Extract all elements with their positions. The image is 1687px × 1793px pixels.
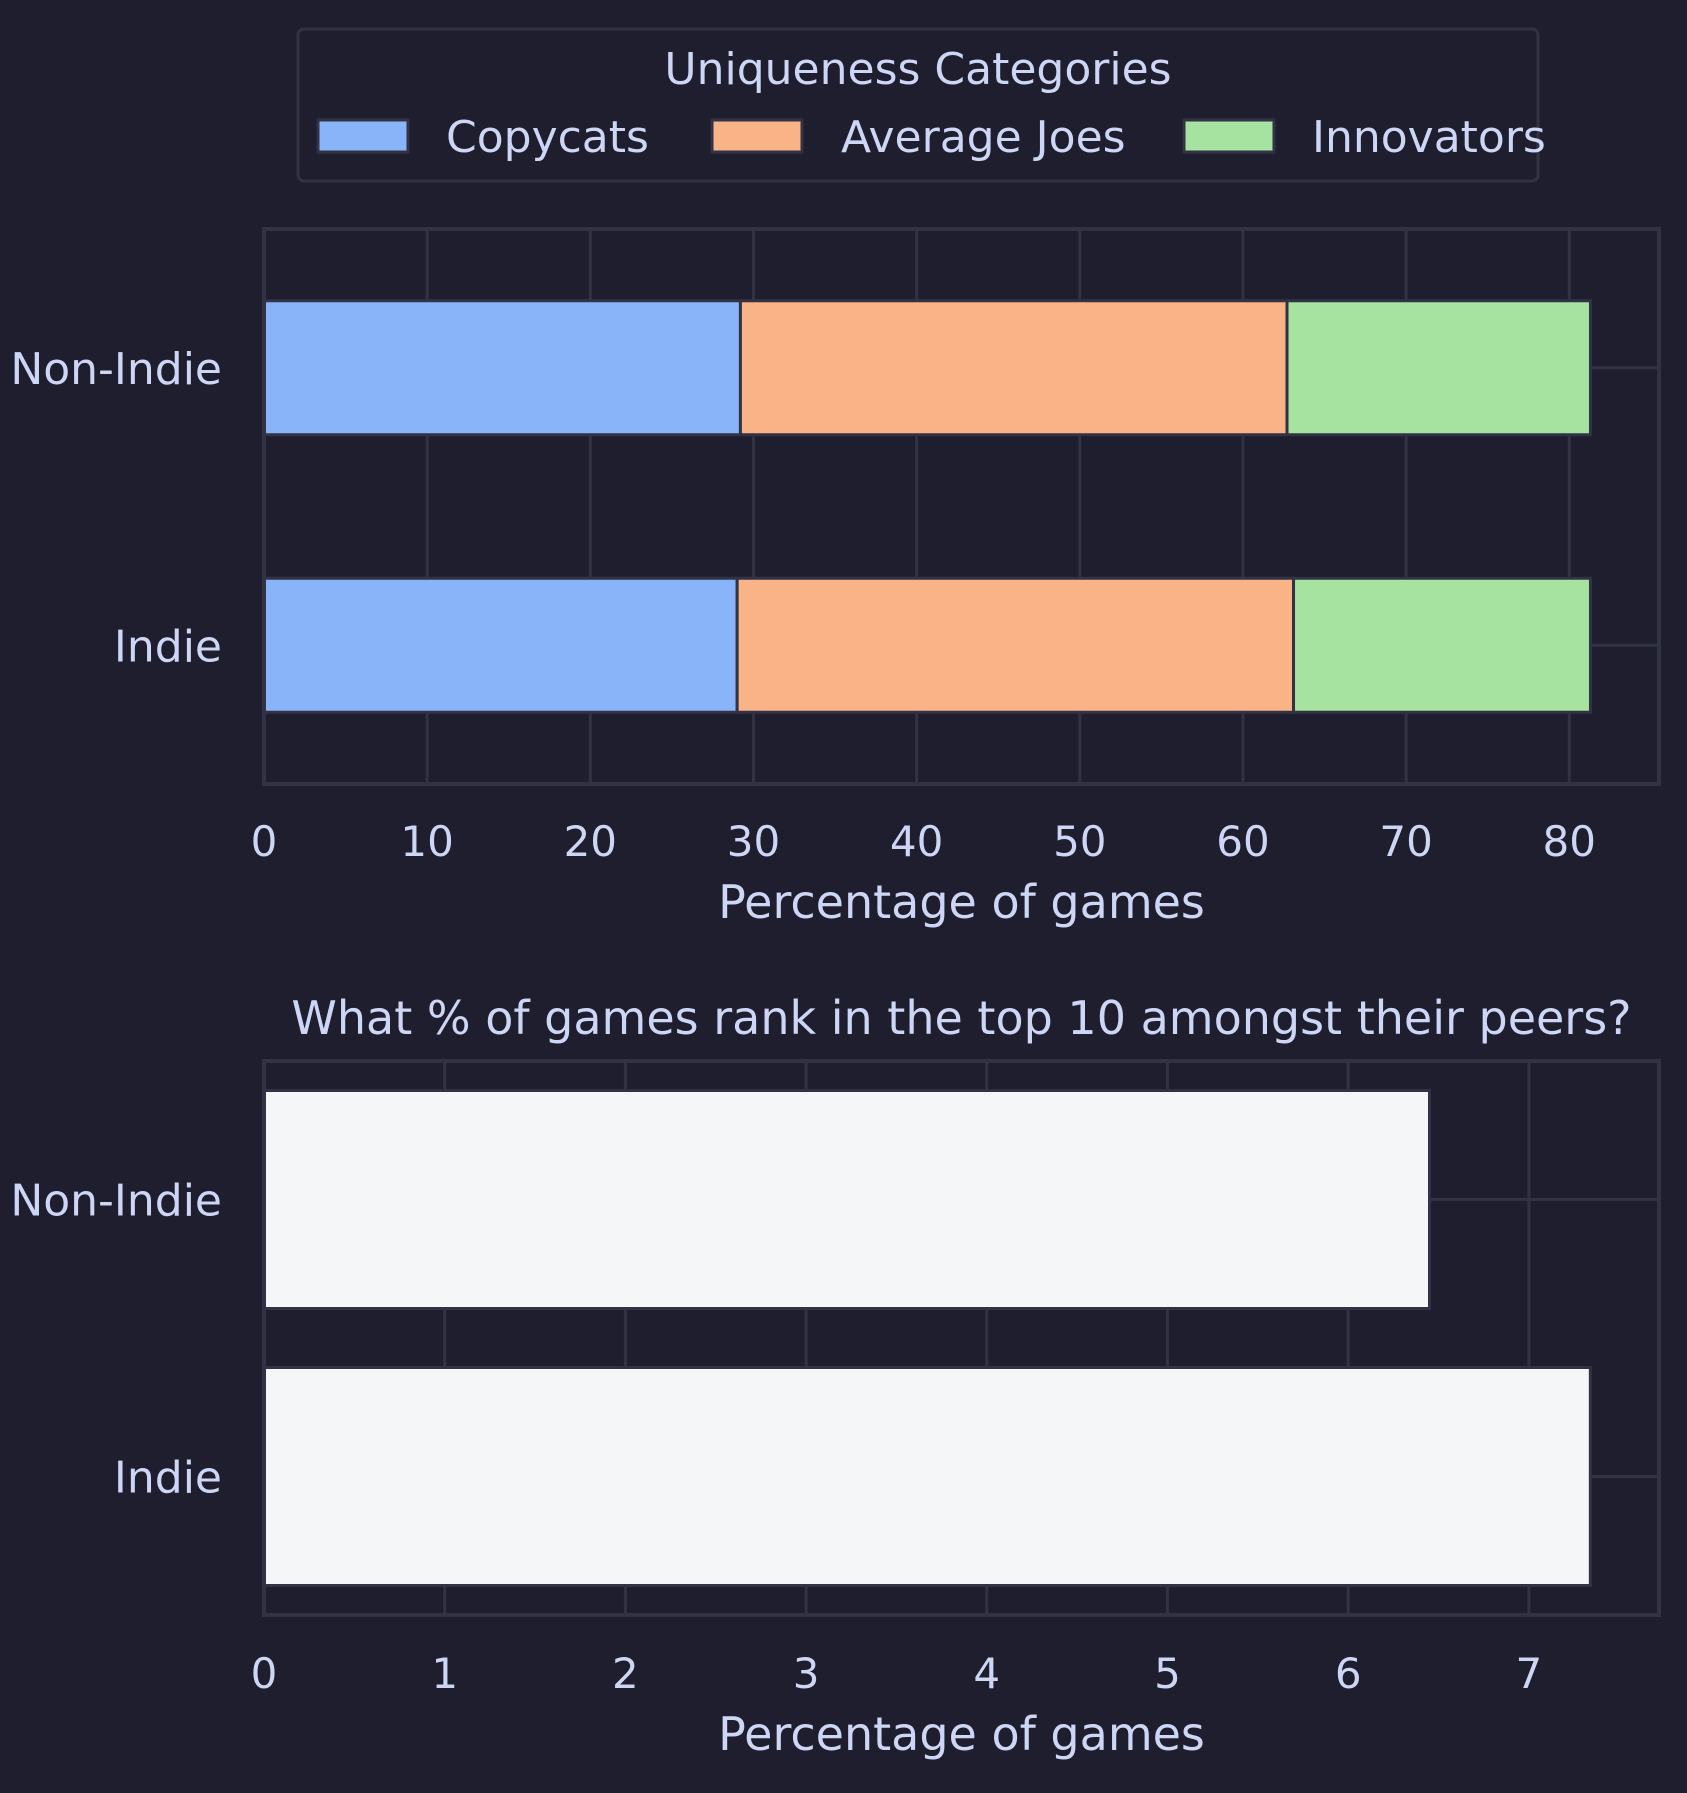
bar-indie-top-10 bbox=[262, 1366, 1592, 1587]
top10-x-axis-label: Percentage of games bbox=[718, 1707, 1205, 1761]
bar-non-indie-top-10 bbox=[262, 1089, 1432, 1310]
y-tick-label-non-indie: Non-Indie bbox=[10, 344, 222, 395]
legend-entry-copycats: Copycats bbox=[316, 112, 649, 163]
legend: Uniqueness Categories Copycats Average J… bbox=[296, 27, 1546, 183]
top10-plot-frame bbox=[262, 1059, 1661, 1617]
x-tick-label-80: 80 bbox=[1543, 817, 1596, 866]
top10-bars bbox=[262, 1089, 1592, 1587]
bar-non-indie-average-joes bbox=[738, 299, 1289, 437]
y-tick-label-indie: Indie bbox=[114, 1453, 222, 1504]
top10-y-tick-labels: Non-Indie Indie bbox=[10, 1176, 222, 1504]
bar-non-indie-copycats bbox=[262, 299, 742, 437]
legend-swatch-average-joes bbox=[710, 118, 804, 154]
x-tick-label-40: 40 bbox=[890, 817, 943, 866]
top10-x-tick-labels: 0 1 2 3 4 5 6 7 bbox=[251, 1649, 1543, 1698]
bar-indie-innovators bbox=[1292, 576, 1592, 714]
bar-indie-copycats bbox=[262, 576, 739, 714]
x-tick-label-50: 50 bbox=[1053, 817, 1106, 866]
y-tick-label-indie: Indie bbox=[114, 621, 222, 672]
x-tick-label-6: 6 bbox=[1335, 1649, 1362, 1698]
uniqueness-plot-frame bbox=[262, 227, 1661, 786]
legend-label-innovators: Innovators bbox=[1312, 112, 1546, 163]
x-tick-label-60: 60 bbox=[1216, 817, 1269, 866]
legend-entry-average-joes: Average Joes bbox=[710, 112, 1126, 163]
x-tick-label-1: 1 bbox=[431, 1649, 458, 1698]
x-tick-label-2: 2 bbox=[612, 1649, 639, 1698]
x-tick-label-4: 4 bbox=[973, 1649, 1000, 1698]
legend-title: Uniqueness Categories bbox=[664, 44, 1171, 95]
x-tick-label-0: 0 bbox=[251, 817, 278, 866]
x-tick-label-3: 3 bbox=[793, 1649, 820, 1698]
x-tick-label-30: 30 bbox=[727, 817, 780, 866]
top10-chart: What % of games rank in the top 10 among… bbox=[10, 991, 1661, 1761]
bar-indie-average-joes bbox=[735, 576, 1296, 714]
x-tick-label-20: 20 bbox=[564, 817, 617, 866]
uniqueness-x-tick-labels: 0 10 20 30 40 50 60 70 80 bbox=[251, 817, 1596, 866]
uniqueness-bars bbox=[262, 299, 1592, 714]
legend-entry-innovators: Innovators bbox=[1182, 112, 1546, 163]
bar-non-indie-innovators bbox=[1285, 299, 1592, 437]
x-tick-label-0: 0 bbox=[251, 1649, 278, 1698]
legend-label-average-joes: Average Joes bbox=[841, 112, 1126, 163]
x-tick-label-7: 7 bbox=[1516, 1649, 1543, 1698]
x-tick-label-70: 70 bbox=[1379, 817, 1432, 866]
uniqueness-y-tick-labels: Non-Indie Indie bbox=[10, 344, 222, 673]
top10-chart-title: What % of games rank in the top 10 among… bbox=[291, 991, 1631, 1045]
legend-label-copycats: Copycats bbox=[446, 112, 649, 163]
uniqueness-x-axis-label: Percentage of games bbox=[718, 875, 1205, 929]
x-tick-label-5: 5 bbox=[1154, 1649, 1181, 1698]
legend-swatch-innovators bbox=[1182, 118, 1276, 154]
uniqueness-chart: Non-Indie Indie 0 10 20 30 40 50 60 70 80 Percent… bbox=[10, 227, 1661, 929]
y-tick-label-non-indie: Non-Indie bbox=[10, 1176, 222, 1227]
x-tick-label-10: 10 bbox=[400, 817, 453, 866]
legend-swatch-copycats bbox=[316, 118, 410, 154]
